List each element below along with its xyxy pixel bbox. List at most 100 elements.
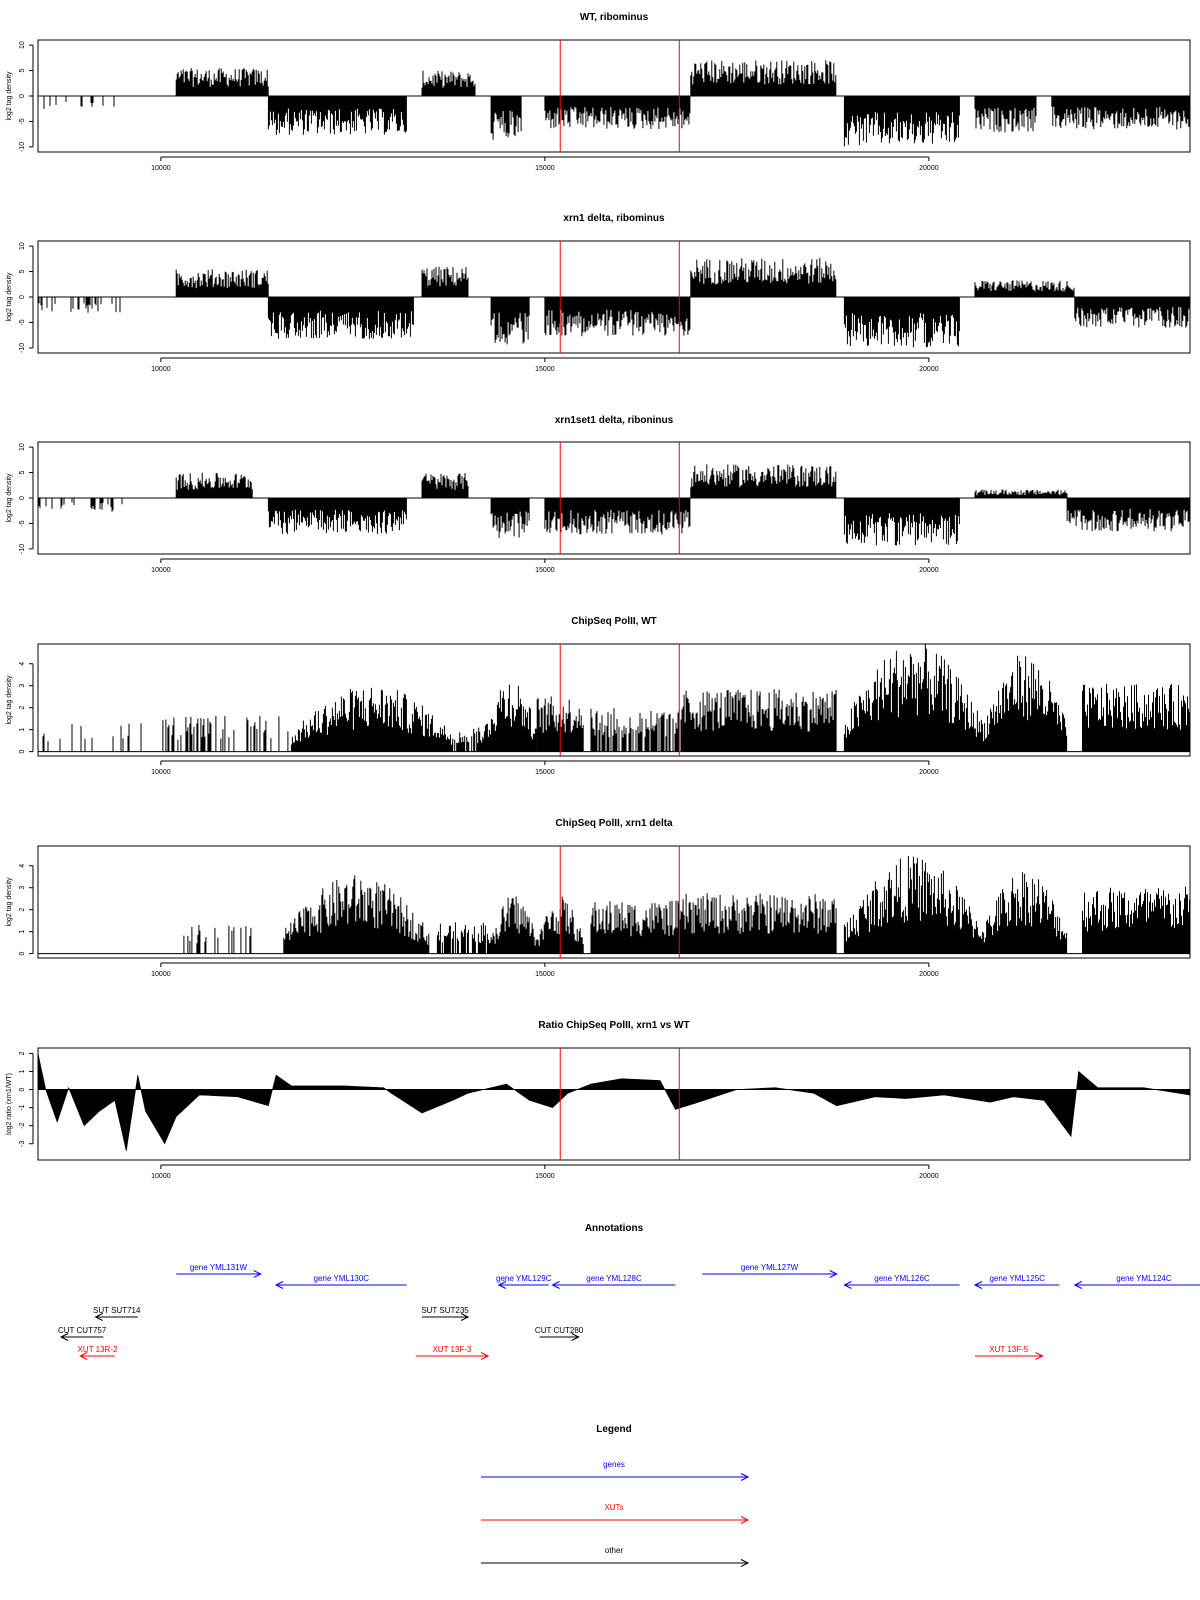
tag-density-bars	[421, 473, 469, 498]
series-chip_xrn1	[38, 856, 1190, 955]
y-axis-label: log2 tag density	[6, 272, 13, 322]
annotation-label: CUT CUT280	[535, 1326, 584, 1335]
x-tick-label: 20000	[919, 1173, 939, 1180]
panel-title: xrn1set1 delta, riboninus	[555, 415, 674, 426]
tag-density-bars	[544, 498, 691, 535]
y-tick-label: 2	[19, 908, 26, 912]
y-tick-label: -5	[19, 319, 26, 325]
y-tick-label: 10	[19, 443, 26, 451]
arrow-head	[1035, 1352, 1044, 1360]
tag-density-bars	[421, 70, 476, 96]
panel-ratio: Ratio ChipSeq PolII, xrn1 vs WT -3 -2 -1 0 1 2…	[6, 1020, 1191, 1180]
panel-xrn1set1: xrn1set1 delta, riboninus -10 -5 0 5 10 log2 t…	[6, 415, 1191, 574]
tag-density-bars	[43, 96, 115, 109]
annotation-label: gene YML128C	[586, 1274, 642, 1283]
arrow-head	[460, 1313, 470, 1321]
y-tick-label: 10	[19, 41, 26, 49]
panel-chip_wt: ChipSeq PolII, WT 0 1 2 3 4 log2 tag density 10…	[6, 616, 1191, 776]
x-tick-label: 10000	[151, 971, 171, 978]
y-tick-label: 1	[19, 930, 26, 934]
tag-density-bars	[290, 687, 453, 752]
x-tick-label: 15000	[535, 971, 555, 978]
y-axis-label: log2 ratio (xrn1/WT)	[6, 1073, 13, 1135]
x-axis: 10000 15000 20000	[151, 357, 939, 373]
panel-title: WT, ribominus	[580, 12, 649, 23]
x-axis: 10000 15000 20000	[151, 1164, 939, 1180]
panel-title: xrn1 delta, ribominus	[563, 213, 665, 224]
y-tick-label: 0	[19, 952, 26, 956]
annotation-label: XUT 13R-2	[78, 1345, 118, 1354]
x-tick-label: 10000	[151, 1173, 171, 1180]
tag-density-bars	[175, 68, 269, 96]
x-axis: 10000 15000 20000	[151, 558, 939, 574]
annotation-gene: gene YML129C	[496, 1274, 552, 1289]
tag-density-bars	[690, 60, 837, 96]
x-tick-label: 20000	[919, 971, 939, 978]
arrow-head	[973, 1281, 983, 1289]
panel-chip_xrn1: ChipSeq PolII, xrn1 delta 0 1 2 3 4 log2 tag d…	[6, 818, 1191, 978]
tag-density-bars	[490, 96, 522, 140]
tag-density-bars	[1082, 684, 1190, 752]
tag-density-bars	[183, 925, 252, 954]
annotation-label: SUT SUT714	[93, 1306, 141, 1315]
y-tick-label: -10	[19, 142, 26, 152]
arrow-head	[94, 1313, 103, 1321]
tag-density-bars	[490, 498, 530, 538]
annotation-gene: gene YML127W	[702, 1263, 838, 1278]
legend-label: other	[605, 1546, 624, 1555]
x-tick-label: 20000	[919, 165, 939, 172]
tag-density-bars	[267, 297, 414, 339]
y-axis: 0 1 2 3 4	[19, 662, 34, 754]
panel-xrn1: xrn1 delta, ribominus -10 -5 0 5 10 log2 tag d…	[6, 213, 1191, 373]
tag-density-bars	[544, 96, 691, 129]
y-tick-label: 2	[19, 706, 26, 710]
annotation-label: gene YML130C	[314, 1274, 370, 1283]
tag-density-bars	[37, 498, 123, 512]
arrow-head	[551, 1281, 560, 1289]
ratio-area	[37, 1053, 1191, 1152]
y-tick-label: -1	[19, 1104, 26, 1110]
annotation-gene: gene YML124C	[1073, 1274, 1200, 1289]
y-tick-label: 2	[19, 1051, 26, 1055]
x-tick-label: 10000	[151, 165, 171, 172]
panel-title: ChipSeq PolII, WT	[571, 616, 657, 627]
y-axis-label: log2 tag density	[6, 71, 13, 121]
x-tick-label: 20000	[919, 567, 939, 574]
tag-density-bars	[843, 856, 983, 954]
annotation-other: CUT CUT280	[535, 1326, 584, 1341]
y-axis: -10 -5 0 5 10	[19, 443, 34, 554]
arrow-head	[480, 1352, 490, 1360]
arrow-head	[59, 1333, 69, 1341]
y-tick-label: 4	[19, 864, 26, 868]
legend-panel: Legend genes XUTs other	[481, 1424, 750, 1567]
tag-density-bars	[175, 472, 253, 498]
tag-density-bars	[843, 643, 983, 752]
y-tick-label: 1	[19, 728, 26, 732]
y-tick-label: 5	[19, 68, 26, 72]
tag-density-bars	[490, 297, 530, 345]
series-ratio	[37, 1053, 1191, 1152]
legend-entry-gene: genes	[481, 1460, 750, 1481]
series-xrn1set1	[37, 464, 1190, 546]
series-chip_wt	[37, 643, 1190, 753]
y-axis: -10 -5 0 5 10	[19, 41, 34, 152]
tag-density-bars	[974, 96, 1037, 133]
annotation-xut: XUT 13F-5	[974, 1345, 1044, 1360]
tag-density-bars	[536, 896, 584, 954]
annotation-label: gene YML125C	[989, 1274, 1045, 1283]
arrow-head	[740, 1473, 750, 1481]
annotation-label: CUT CUT757	[58, 1326, 107, 1335]
arrow-head	[829, 1270, 838, 1278]
y-axis: -10 -5 0 5 10	[19, 242, 34, 353]
x-axis: 10000 15000 20000	[151, 156, 939, 172]
panel-title: ChipSeq PolII, xrn1 delta	[555, 818, 673, 829]
x-tick-label: 15000	[535, 1173, 555, 1180]
x-tick-label: 15000	[535, 366, 555, 373]
panel-title: Ratio ChipSeq PolII, xrn1 vs WT	[538, 1020, 689, 1031]
arrow-head	[253, 1270, 262, 1278]
tag-density-bars	[590, 708, 684, 752]
annotation-xut: XUT 13F-3	[415, 1345, 490, 1360]
arrow-head	[79, 1352, 88, 1360]
y-tick-label: -5	[19, 520, 26, 526]
y-axis-label: log2 tag density	[6, 877, 13, 927]
